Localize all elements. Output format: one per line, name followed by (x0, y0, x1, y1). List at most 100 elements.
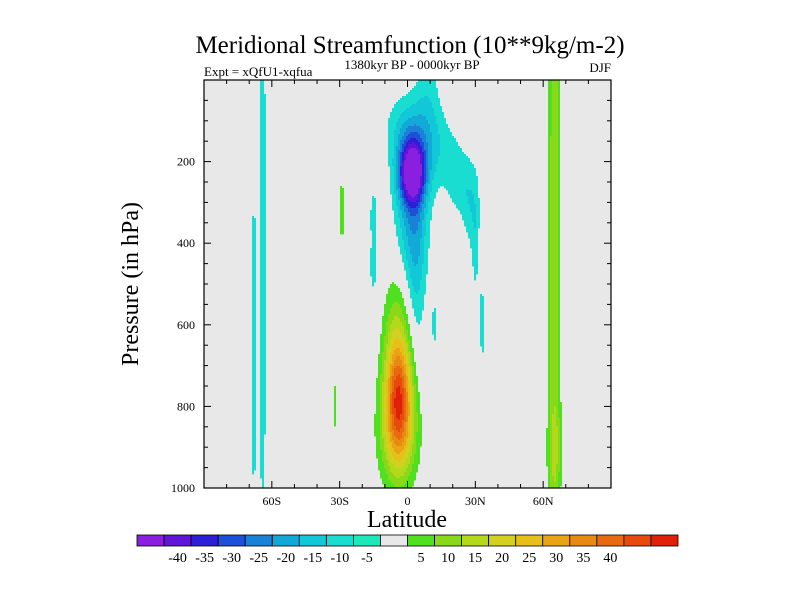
contour-cell (394, 130, 400, 133)
contour-cell (550, 168, 558, 171)
contour-cell (550, 442, 552, 445)
contour-cell (558, 186, 560, 189)
contour-cell (546, 428, 550, 431)
contour-cell (408, 392, 410, 395)
contour-cell (550, 180, 558, 183)
contour-cell (460, 210, 470, 213)
contour-cell (400, 166, 402, 169)
contour-cell (384, 430, 386, 433)
contour-cell (424, 262, 428, 265)
contour-cell (400, 148, 402, 151)
contour-cell (554, 406, 556, 409)
contour-cell (252, 242, 256, 245)
contour-cell (370, 258, 376, 261)
contour-cell (396, 168, 398, 171)
contour-cell (408, 380, 410, 383)
contour-cell (382, 418, 384, 421)
contour-cell (398, 136, 402, 139)
contour-cell (420, 202, 424, 205)
contour-cell (400, 376, 404, 379)
contour-cell (260, 300, 266, 303)
contour-cell (386, 418, 388, 421)
contour-cell (382, 392, 384, 395)
contour-cell (426, 202, 428, 205)
contour-cell (414, 434, 416, 437)
contour-cell (260, 392, 266, 395)
contour-cell (410, 352, 412, 355)
contour-cell (390, 112, 402, 115)
contour-cell (546, 446, 550, 449)
contour-cell (400, 178, 402, 181)
contour-cell (260, 244, 266, 247)
contour-cell (252, 424, 256, 427)
contour-cell (548, 328, 550, 331)
contour-cell (548, 310, 550, 313)
y-tick-label: 400 (177, 236, 195, 250)
contour-cell (550, 436, 552, 439)
contour-cell (550, 230, 558, 233)
contour-cell (390, 376, 392, 379)
contour-cell (548, 170, 550, 173)
contour-cell (558, 348, 560, 351)
contour-cell (550, 206, 558, 209)
contour-cell (426, 200, 430, 203)
contour-cell (400, 348, 404, 351)
contour-cell (392, 208, 398, 211)
contour-cell (552, 102, 558, 105)
contour-cell (552, 448, 558, 451)
contour-cell (260, 286, 266, 289)
contour-cell (390, 426, 392, 429)
contour-cell (340, 202, 344, 205)
contour-cell (550, 470, 552, 473)
contour-cell (384, 398, 386, 401)
contour-cell (378, 354, 382, 357)
contour-cell (548, 154, 550, 157)
contour-cell (420, 188, 422, 191)
contour-cell (548, 222, 550, 225)
contour-cell (398, 192, 400, 195)
contour-cell (550, 416, 552, 419)
contour-cell (400, 164, 402, 167)
contour-cell (402, 406, 404, 409)
contour-cell (390, 382, 392, 385)
contour-cell (406, 336, 408, 339)
contour-cell (550, 292, 558, 295)
contour-cell (372, 242, 376, 245)
contour-cell (436, 116, 444, 119)
contour-cell (462, 218, 472, 221)
contour-cell (376, 450, 382, 453)
contour-cell (406, 390, 408, 393)
contour-cell (548, 118, 552, 121)
contour-cell (412, 432, 414, 435)
contour-cell (406, 396, 408, 399)
contour-cell (406, 194, 410, 197)
contour-cell (386, 356, 388, 359)
contour-cell (420, 282, 426, 285)
contour-cell (428, 206, 432, 209)
contour-cell (404, 338, 406, 341)
contour-cell (416, 206, 420, 209)
contour-cell (408, 346, 410, 349)
contour-cell (472, 220, 476, 223)
contour-cell (252, 360, 256, 363)
contour-cell (430, 196, 436, 199)
contour-cell (548, 360, 550, 363)
contour-cell (550, 468, 552, 471)
contour-cell (464, 224, 474, 227)
contour-cell (394, 330, 400, 333)
colorbar-label: -20 (276, 551, 295, 566)
contour-cell (550, 176, 558, 179)
contour-cell (394, 432, 402, 435)
contour-cell (558, 148, 560, 151)
contour-cell (548, 224, 550, 227)
contour-cell (412, 370, 414, 373)
contour-cell (416, 396, 420, 399)
contour-cell (402, 174, 404, 177)
contour-cell (550, 348, 558, 351)
contour-cell (398, 184, 400, 187)
contour-cell (392, 336, 402, 339)
contour-cell (260, 446, 264, 449)
contour-cell (400, 350, 404, 353)
contour-cell (252, 344, 256, 347)
